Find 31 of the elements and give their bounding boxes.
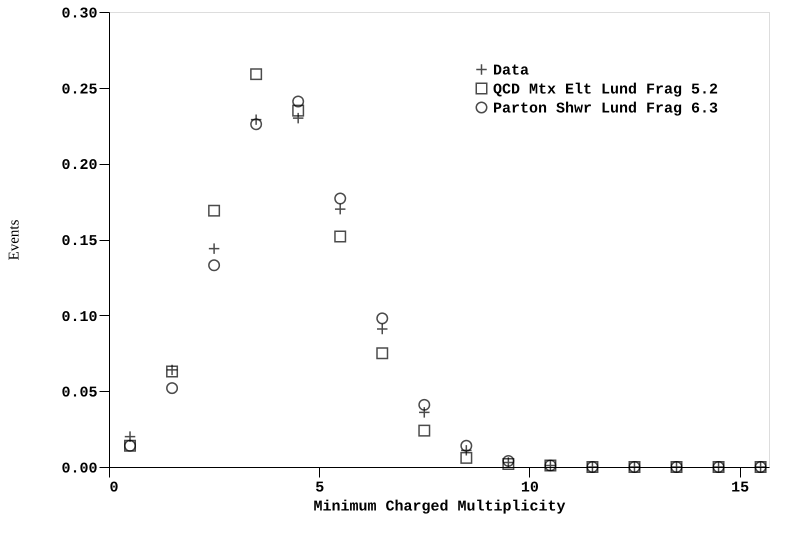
point (208, 204, 220, 217)
point (250, 68, 262, 80)
point (418, 398, 430, 411)
legend-label: Parton Shwr Lund Frag 6.3 (493, 100, 718, 118)
point (418, 424, 430, 437)
point (292, 96, 304, 108)
point (292, 104, 304, 117)
y-tick-label: 0.00 (61, 460, 98, 478)
y-tick-label: 0.05 (61, 384, 98, 402)
point (460, 452, 472, 464)
x-tick-label: 10 (520, 480, 539, 496)
x-tick-label: 0 (110, 480, 119, 496)
legend-label: Data (493, 62, 530, 80)
y-tick-label: 0.30 (61, 6, 98, 22)
point (460, 440, 472, 452)
y-axis-title: Events (6, 219, 22, 260)
point (334, 192, 346, 205)
y-tick-label: 0.25 (61, 81, 98, 98)
point (376, 312, 388, 324)
x-tick-label: 15 (731, 480, 750, 496)
y-tick-label: 0.15 (61, 233, 98, 250)
point (166, 382, 178, 394)
y-tick-label: 0.10 (61, 308, 98, 326)
point (208, 259, 220, 272)
legend-label: QCD Mtx Elt Lund Frag 5.2 (493, 82, 718, 98)
point (376, 347, 388, 360)
x-axis-title: Minimum Charged Multiplicity (313, 498, 566, 516)
point (334, 230, 346, 242)
y-tick-label: 0.20 (61, 157, 98, 174)
point (250, 118, 262, 130)
x-tick-label: 5 (315, 480, 324, 496)
